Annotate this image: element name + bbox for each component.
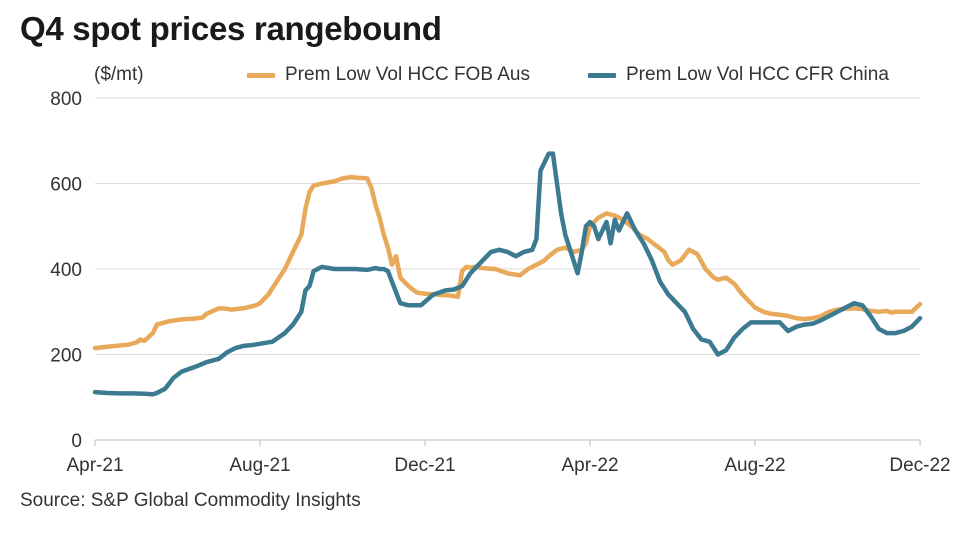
legend-item-fob-aus: Prem Low Vol HCC FOB Aus [247,64,530,86]
y-tick-label-600: 600 [50,175,82,196]
series-line-cfr-china [92,151,923,397]
legend-item-cfr-china: Prem Low Vol HCC CFR China [588,64,889,86]
y-axis-unit-label: ($/mt) [94,64,144,85]
x-axis-ticks: Apr-21 Aug-21 Dec-21 Apr-22 Aug-22 Dec-22 [66,440,951,476]
y-tick-label-400: 400 [50,260,82,281]
y-tick-label-0: 0 [71,431,82,452]
x-tick-label-Dec-22: Dec-22 [889,455,950,476]
gridlines [95,97,920,441]
x-tick-label-Aug-21: Aug-21 [229,455,290,476]
chart-title: Q4 spot prices rangebound [20,10,442,47]
y-axis-ticks: 0 200 400 600 800 [50,89,82,452]
legend-swatch-cfr-china [588,72,616,78]
x-tick-label-Apr-22: Apr-22 [561,455,618,476]
y-tick-label-800: 800 [50,89,82,110]
x-tick-label-Apr-21: Apr-21 [66,455,123,476]
x-tick-label-Aug-22: Aug-22 [724,455,785,476]
x-tick-label-Dec-21: Dec-21 [394,455,455,476]
y-tick-label-200: 200 [50,346,82,367]
source-note: Source: S&P Global Commodity Insights [20,490,361,511]
legend-label-cfr-china: Prem Low Vol HCC CFR China [626,64,889,85]
legend-swatch-fob-aus [247,72,275,78]
legend-label-fob-aus: Prem Low Vol HCC FOB Aus [285,64,530,85]
series-line-fob-aus [92,174,923,351]
series-lines [92,151,923,397]
